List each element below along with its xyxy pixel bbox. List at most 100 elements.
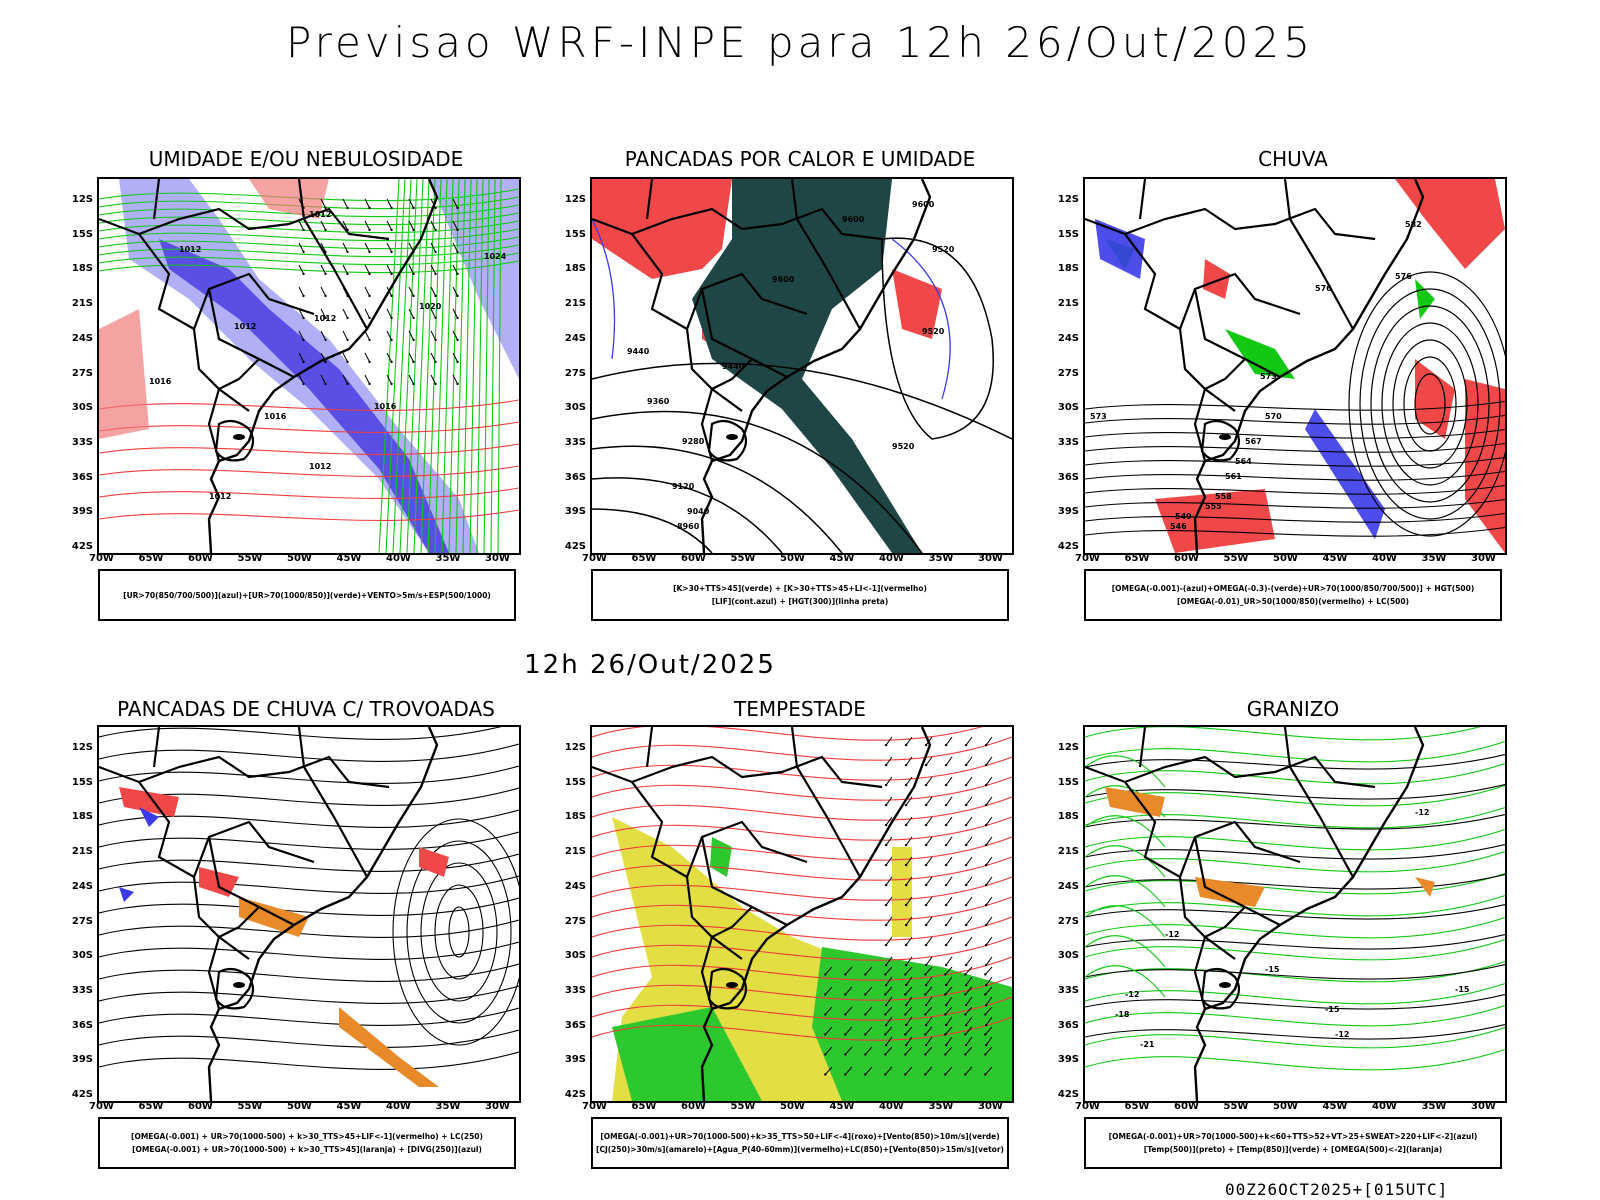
lon-tick-label: 40W bbox=[879, 553, 904, 564]
contour-label: 1012 bbox=[234, 322, 256, 331]
lat-tick-label: 30S bbox=[71, 950, 93, 962]
lon-tick-label: 60W bbox=[681, 1101, 706, 1112]
legend-line: [OMEGA(-0.01)_UR>50(1000/850)(vermelho) … bbox=[1176, 597, 1410, 606]
lon-tick-label: 35W bbox=[435, 1101, 461, 1112]
lat-tick-label: 15S bbox=[1057, 228, 1079, 240]
lat-tick-label: 33S bbox=[564, 436, 586, 448]
contour-label: 1016 bbox=[264, 412, 287, 421]
legend-line: [K>30+TTS>45](verde) + [K>30+TTS>45+LI<-… bbox=[673, 584, 927, 593]
contour-label: -12 bbox=[1335, 1030, 1349, 1039]
lat-tick-label: 36S bbox=[564, 1019, 586, 1031]
lon-tick-label: 35W bbox=[928, 553, 954, 564]
lat-tick-label: 33S bbox=[564, 984, 586, 996]
contour-label: 549 bbox=[1175, 512, 1192, 521]
panel-title-hail: GRANIZO bbox=[1246, 697, 1340, 721]
contour-label: -15 bbox=[1265, 965, 1280, 974]
contour-label: 8960 bbox=[677, 522, 700, 531]
lat-tick-label: 18S bbox=[564, 263, 586, 275]
lat-tick-label: 18S bbox=[1057, 263, 1079, 275]
contour-label: 573 bbox=[1260, 372, 1277, 381]
lat-tick-label: 15S bbox=[564, 776, 586, 788]
lon-tick-label: 35W bbox=[928, 1101, 954, 1112]
map-artwork: -12 -12 -15 -12 -15 -18 -21 -15 -12 bbox=[1085, 727, 1505, 1101]
lon-tick-label: 50W bbox=[780, 553, 805, 564]
lon-tick-label: 65W bbox=[138, 553, 164, 564]
lon-tick-label: 45W bbox=[829, 553, 855, 564]
lat-tick-label: 27S bbox=[71, 367, 93, 379]
lon-tick-label: 50W bbox=[780, 1101, 805, 1112]
contour-label: 576 bbox=[1395, 272, 1412, 281]
lon-tick-label: 30W bbox=[485, 553, 510, 564]
lat-tick-label: 33S bbox=[71, 984, 93, 996]
lon-tick-label: 45W bbox=[1322, 553, 1348, 564]
contour-label: 9360 bbox=[647, 397, 670, 406]
lon-tick-label: 40W bbox=[1372, 1101, 1397, 1112]
lon-tick-label: 60W bbox=[188, 553, 213, 564]
lat-tick-label: 15S bbox=[564, 228, 586, 240]
lon-tick-label: 55W bbox=[1223, 553, 1249, 564]
contour-label: 1024 bbox=[484, 252, 507, 261]
lon-tick-label: 70W bbox=[582, 1101, 607, 1112]
panel-title-storm: TEMPESTADE bbox=[734, 697, 866, 721]
contour-label: 1016 bbox=[149, 377, 172, 386]
lat-tick-label: 15S bbox=[1057, 776, 1079, 788]
lat-tick-label: 42S bbox=[71, 1089, 93, 1100]
lon-tick-label: 50W bbox=[287, 1101, 312, 1112]
contour-label: 1012 bbox=[309, 462, 331, 471]
panel-title-heat-showers: PANCADAS POR CALOR E UMIDADE bbox=[624, 147, 976, 171]
lon-tick-label: 65W bbox=[631, 1101, 657, 1112]
contour-label: 9520 bbox=[922, 327, 945, 336]
lat-tick-label: 24S bbox=[71, 332, 93, 344]
map-artwork: 9600 9600 9520 9600 9520 9440 9440 9360 9280 9120… bbox=[592, 179, 1012, 553]
contour-label: 9600 bbox=[912, 200, 935, 209]
contour-label: 561 bbox=[1225, 472, 1242, 481]
main-title: Previsao WRF-INPE para 12h 26/Out/2025 bbox=[286, 18, 1314, 67]
lat-tick-label: 36S bbox=[564, 471, 586, 483]
legend-line: [Temp(500)](preto) + [Temp(850)](verde) … bbox=[1143, 1145, 1443, 1154]
lat-tick-label: 30S bbox=[564, 402, 586, 414]
lon-tick-label: 55W bbox=[1223, 1101, 1249, 1112]
lon-tick-label: 60W bbox=[681, 553, 706, 564]
lat-tick-label: 36S bbox=[71, 471, 93, 483]
lat-tick-label: 36S bbox=[71, 1019, 93, 1031]
contour-label: -21 bbox=[1140, 1040, 1155, 1049]
lon-tick-label: 55W bbox=[730, 1101, 756, 1112]
lat-tick-label: 42S bbox=[1057, 541, 1079, 552]
lon-tick-label: 40W bbox=[1372, 553, 1397, 564]
lat-tick-label: 42S bbox=[71, 541, 93, 552]
lon-tick-label: 55W bbox=[237, 1101, 263, 1112]
lon-tick-label: 50W bbox=[1273, 553, 1298, 564]
contour-label: -12 bbox=[1125, 990, 1139, 999]
map-artwork: 1012 1012 1012 1012 1016 1016 1020 1024 1012 1012… bbox=[99, 179, 519, 553]
legend-line: [OMEGA(-0.001)-(azul)+OMEGA(-0.3)-(verde… bbox=[1111, 584, 1475, 593]
lat-tick-label: 30S bbox=[1057, 402, 1079, 414]
lon-tick-label: 45W bbox=[336, 1101, 362, 1112]
lon-tick-label: 65W bbox=[631, 553, 657, 564]
legend-thunderstorm: [OMEGA(-0.001) + UR>70(1000-500) + k>30_… bbox=[98, 1117, 516, 1169]
map-heat-showers: 9600 9600 9520 9600 9520 9440 9440 9360 9280 9120… bbox=[590, 177, 1014, 555]
legend-line: [OMEGA(-0.001) + UR>70(1000-500) + k>30_… bbox=[132, 1145, 482, 1154]
lat-tick-label: 24S bbox=[564, 880, 586, 892]
lat-tick-label: 27S bbox=[1057, 367, 1079, 379]
lon-tick-label: 55W bbox=[730, 553, 756, 564]
lat-tick-label: 21S bbox=[71, 846, 93, 858]
legend-line: [OMEGA(-0.001)+UR>70(1000-500)+k<60+TTS>… bbox=[1108, 1132, 1478, 1141]
lat-tick-label: 12S bbox=[71, 194, 93, 205]
contour-label: 9600 bbox=[772, 275, 795, 284]
lat-tick-label: 33S bbox=[1057, 984, 1079, 996]
map-hail: -12 -12 -15 -12 -15 -18 -21 -15 -12 bbox=[1083, 725, 1507, 1103]
contour-label: 9440 bbox=[627, 347, 650, 356]
legend-hail: [OMEGA(-0.001)+UR>70(1000-500)+k<60+TTS>… bbox=[1084, 1117, 1502, 1169]
lon-tick-label: 35W bbox=[435, 553, 461, 564]
lon-tick-label: 30W bbox=[978, 1101, 1003, 1112]
lat-tick-label: 42S bbox=[564, 1089, 586, 1100]
lat-tick-label: 39S bbox=[71, 506, 93, 518]
lon-tick-label: 65W bbox=[1124, 1101, 1150, 1112]
contour-label: 555 bbox=[1205, 502, 1222, 511]
lat-tick-label: 24S bbox=[1057, 880, 1079, 892]
lat-tick-label: 12S bbox=[564, 194, 586, 205]
lon-tick-label: 50W bbox=[1273, 1101, 1298, 1112]
lat-tick-label: 39S bbox=[1057, 506, 1079, 518]
contour-label: 1020 bbox=[419, 302, 442, 311]
